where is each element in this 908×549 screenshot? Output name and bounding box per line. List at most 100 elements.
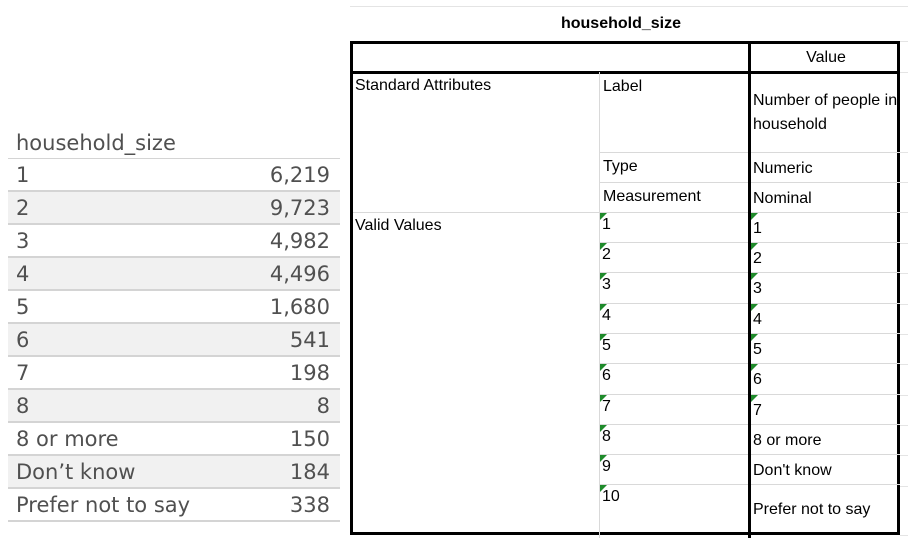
valid-value-row-line [599,394,748,395]
sheet-gridline [900,152,908,153]
frequency-row: 5 1,680 [8,291,340,324]
attribute-value: Nominal [753,184,901,212]
sheet-gridline [900,364,908,365]
valid-values-value-divider [751,212,900,213]
attribute-name-text: Measurement [603,188,701,205]
valid-value-row-line [599,333,748,334]
header-divider [353,71,900,74]
valid-value-code: 1 [602,215,702,234]
valid-value-code: 8 [602,427,702,446]
attribute-name-text: Type [603,158,638,175]
sheet-gridline [900,304,908,305]
frequency-rows: 1 6,219 2 9,723 3 4,982 4 4,496 5 1,680 6 541 7 198 8 8… [8,159,340,522]
text-number-marker-icon [751,364,758,371]
sheet-gridline [900,535,908,536]
text-number-marker-icon [751,304,758,311]
valid-value-label-row-line [751,303,900,304]
frequency-row-count: 4,496 [269,261,330,286]
value-column-divider [748,44,751,538]
frequency-row-label: 8 or more [16,426,119,451]
frequency-row-count: 8 [316,393,330,418]
attribute-name-text: Label [603,78,643,95]
valid-value-row-line [599,242,748,243]
frequency-row: 8 or more 150 [8,423,340,456]
valid-value-code-text: 1 [602,216,611,233]
frequency-table-title: household_size [8,128,340,159]
frequency-row: 2 9,723 [8,192,340,225]
dictionary-table: Value Standard Attributes Label Number of p… [350,41,901,538]
sheet-gridline [900,243,908,244]
valid-value-label: Prefer not to say [753,486,901,532]
text-number-marker-icon [751,334,758,341]
valid-value-label-text: 8 or more [753,431,822,449]
valid-value-code: 7 [602,397,702,416]
valid-value-label-row-line [751,424,900,425]
sheet-gridline [900,395,908,396]
frequency-row-label: 4 [16,261,30,286]
valid-value-row-line [599,272,748,273]
valid-value-label-text: Don't know [753,461,832,479]
frequency-row-label: 7 [16,360,30,385]
frequency-row: 4 4,496 [8,258,340,291]
sheet-gridline [900,425,908,426]
standard-attributes-label-text: Standard Attributes [355,77,492,94]
valid-values-divider [353,212,748,213]
valid-value-label-row-line [751,394,900,395]
valid-value-row-line [599,484,748,485]
frequency-row-label: 5 [16,294,30,319]
sheet-gridline [900,41,908,42]
frequency-row: Don’t know 184 [8,456,340,489]
valid-value-label-text: 3 [753,280,762,297]
dictionary-title: household_size [350,6,908,41]
text-number-marker-icon [751,243,758,250]
valid-value-label: 2 [753,249,901,277]
frequency-row-label: 8 [16,393,30,418]
valid-value-code: 5 [602,336,702,355]
sheet-gridline [900,486,908,487]
valid-value-code-text: 6 [602,367,611,384]
text-number-marker-icon [600,485,607,492]
valid-value-code-text: 9 [602,458,611,475]
frequency-row-count: 1,680 [269,294,330,319]
valid-value-label-text: 1 [753,220,762,237]
attribute-name: Measurement [603,187,743,206]
valid-value-label-text: 7 [753,402,762,419]
valid-value-code-text: 7 [602,398,611,415]
frequency-row-count: 198 [289,360,330,385]
valid-value-label-text: 4 [753,311,762,328]
frequency-row-count: 541 [289,327,330,352]
valid-value-label-text: Prefer not to say [753,500,871,518]
valid-value-code-text: 4 [602,307,611,324]
valid-value-label-row-line [751,242,900,243]
valid-value-label: 1 [753,219,901,247]
frequency-row: 6 541 [8,324,340,357]
valid-value-code-text: 3 [602,276,611,293]
valid-value-code: 3 [602,275,702,294]
valid-value-label-row-line [751,454,900,455]
sheet-gridline [900,273,908,274]
attribute-value: Numeric [753,154,901,182]
sheet-gridline [350,6,908,7]
attribute-name: Type [603,157,743,176]
dictionary-title-text: household_size [560,15,682,32]
text-number-marker-icon [600,425,607,432]
valid-value-row-line [599,454,748,455]
valid-value-code: 6 [602,366,702,385]
frequency-row-count: 338 [289,492,330,517]
valid-value-code-text: 10 [602,488,620,505]
text-number-marker-icon [600,243,607,250]
valid-value-label-row-line [751,363,900,364]
attribute-value-text: Nominal [753,189,812,207]
text-number-marker-icon [600,395,607,402]
attribute-row-line [599,182,748,183]
sheet-gridline [900,72,908,73]
frequency-row-label: Prefer not to say [16,492,191,517]
text-number-marker-icon [600,273,607,280]
attribute-value-text: Numeric [753,159,813,177]
valid-value-code-text: 2 [602,246,611,263]
valid-value-label-row-line [751,484,900,485]
frequency-row-label: 1 [16,162,30,187]
text-number-marker-icon [600,455,607,462]
text-number-marker-icon [600,334,607,341]
